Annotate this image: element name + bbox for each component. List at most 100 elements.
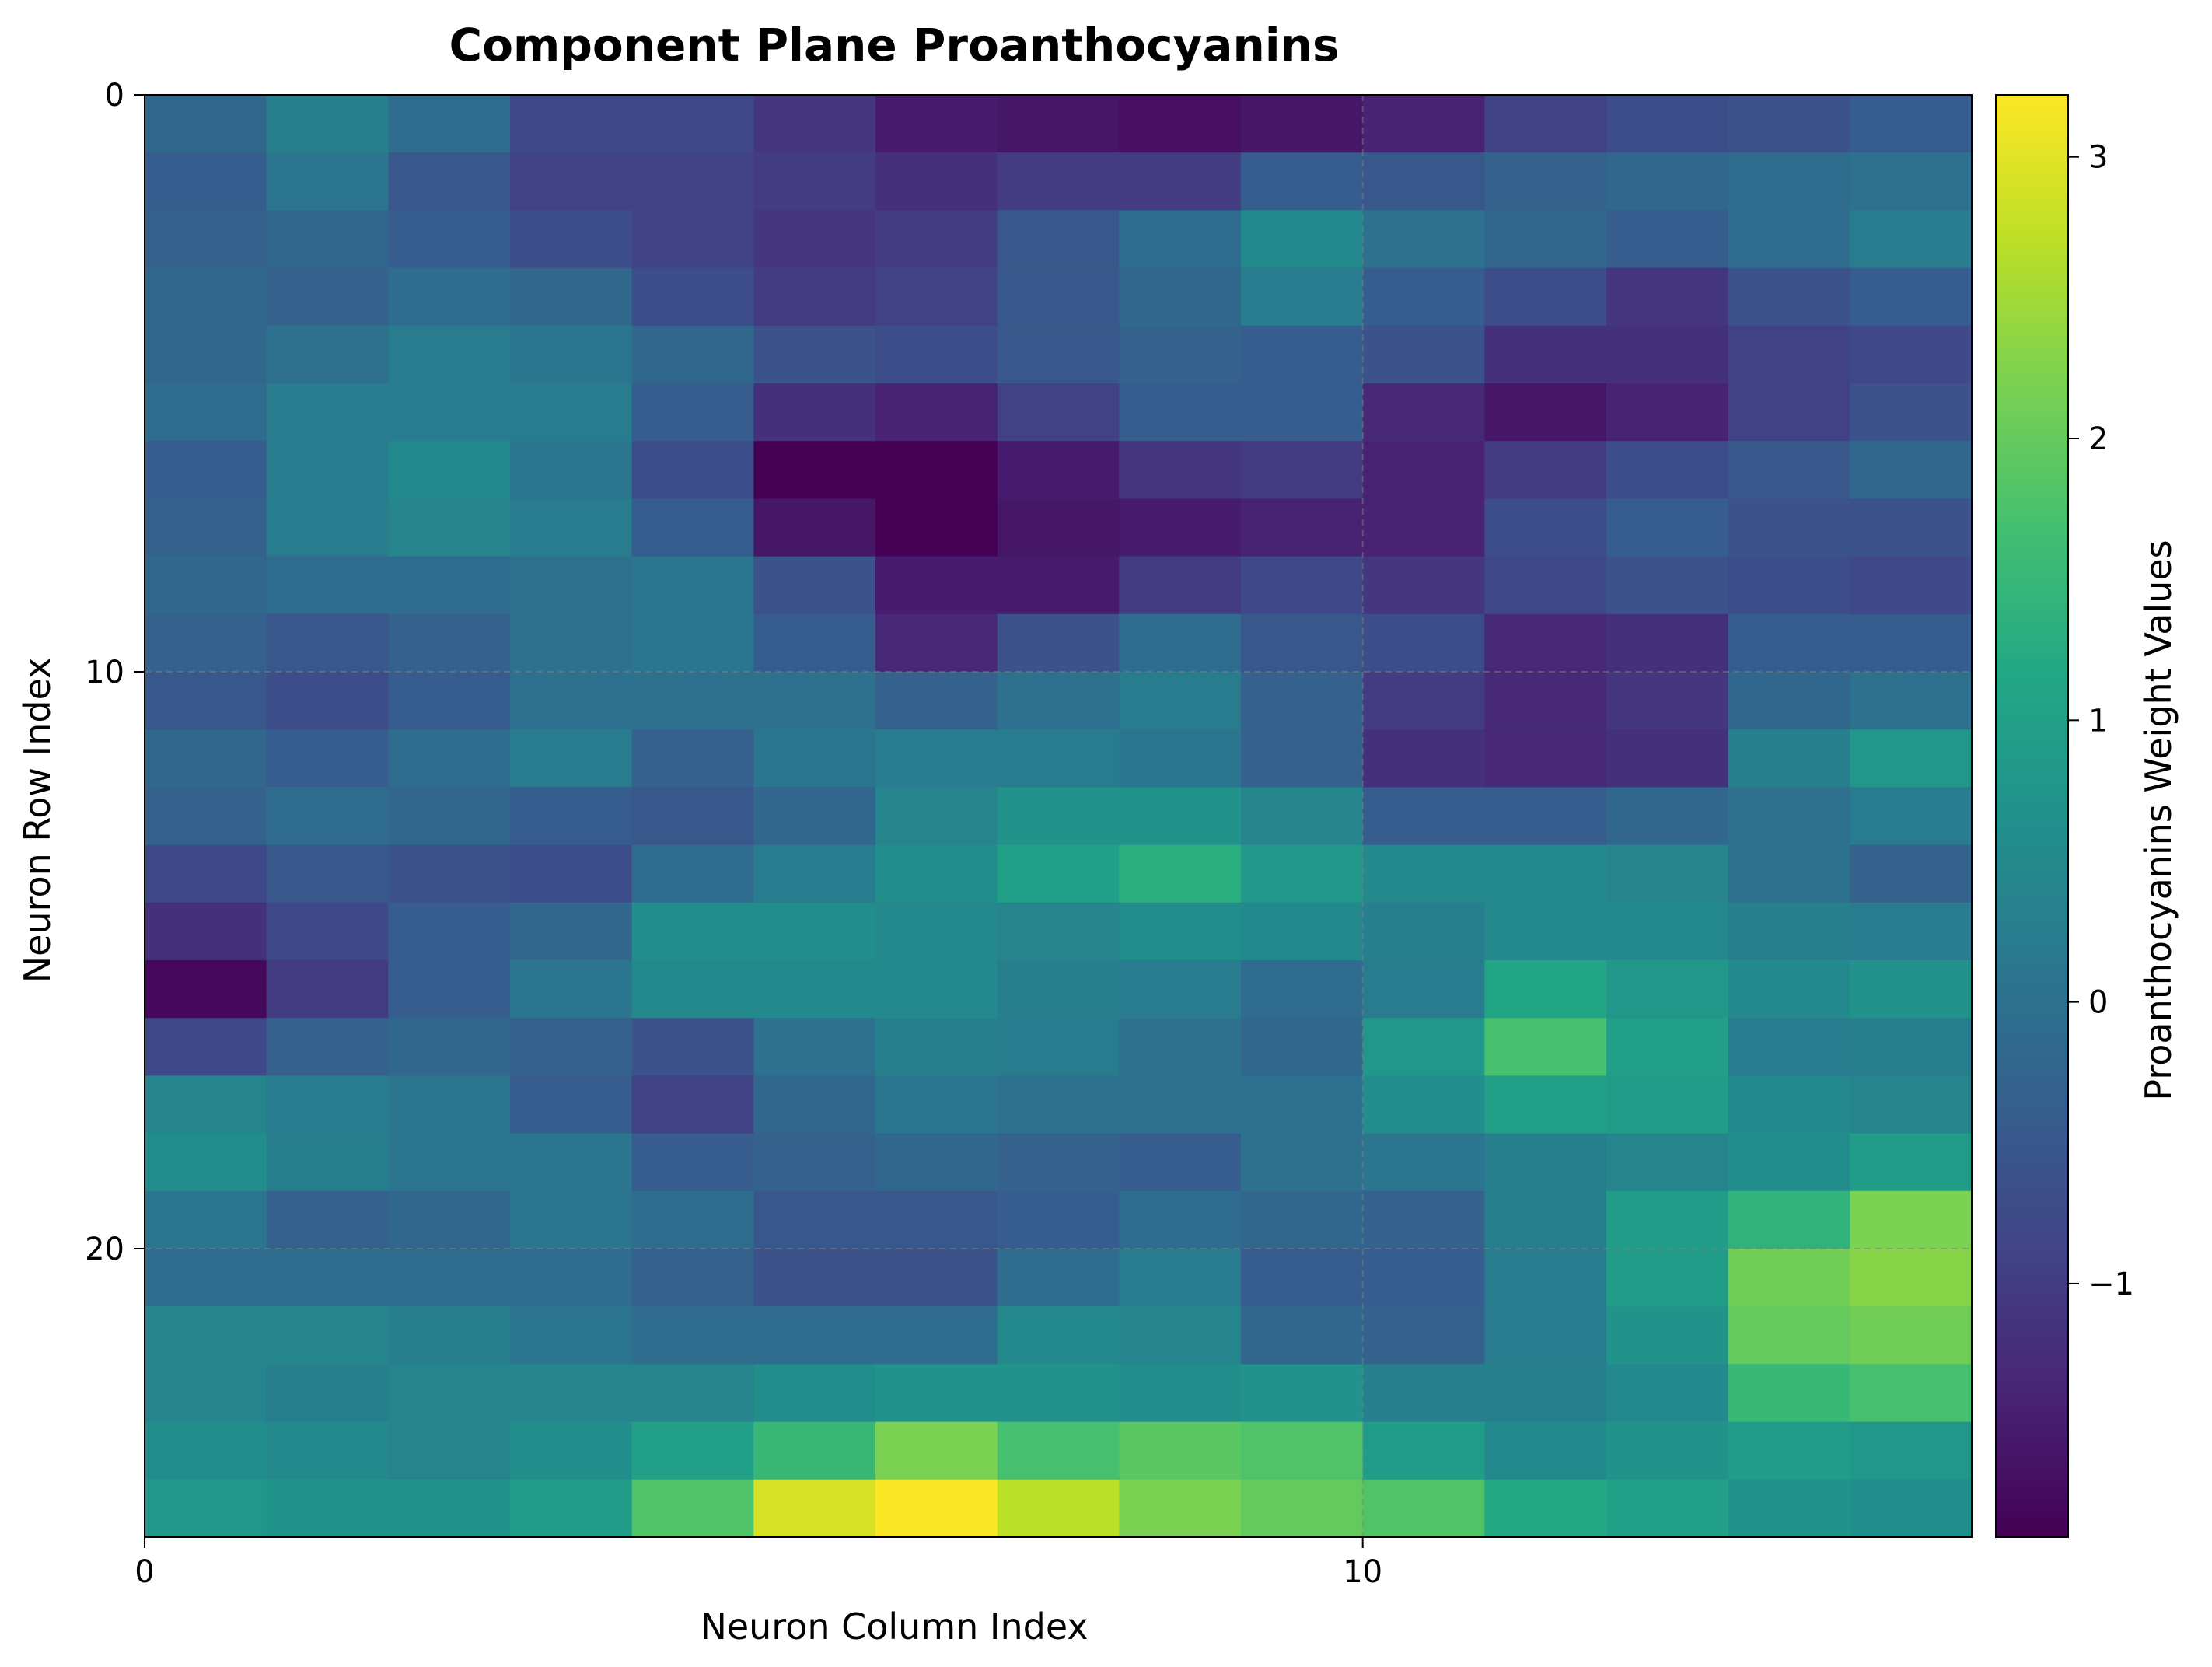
heatmap-cell — [1850, 383, 1973, 442]
heatmap-cell — [145, 267, 267, 327]
heatmap-cell — [997, 441, 1120, 499]
heatmap-cell — [1241, 95, 1364, 153]
heatmap-cell — [1850, 1190, 1973, 1249]
heatmap-cell — [875, 613, 998, 673]
heatmap-cell — [1728, 1190, 1850, 1249]
heatmap-cell — [266, 672, 389, 730]
heatmap-cell — [1119, 729, 1242, 788]
heatmap-cell — [753, 95, 876, 153]
heatmap-cell — [266, 1133, 389, 1192]
heatmap-cell — [1606, 1249, 1729, 1307]
heatmap-cell — [388, 1190, 511, 1249]
heatmap-cell — [266, 960, 389, 1019]
heatmap-cell — [1362, 267, 1485, 327]
heatmap-cell — [1362, 210, 1485, 269]
heatmap-cell — [1119, 1479, 1242, 1538]
heatmap-cell — [1850, 844, 1973, 903]
heatmap-cell — [1119, 672, 1242, 730]
heatmap-cell — [997, 1306, 1120, 1365]
heatmap-cell — [875, 267, 998, 327]
heatmap-cell — [753, 1306, 876, 1365]
heatmap-cell — [631, 960, 754, 1019]
heatmap-cell — [753, 1075, 876, 1134]
heatmap-cell — [1362, 844, 1485, 903]
y-tick-label: 20 — [85, 1232, 124, 1267]
heatmap-cell — [875, 1190, 998, 1249]
heatmap-cell — [510, 441, 633, 499]
heatmap-cell — [875, 729, 998, 788]
heatmap-cell — [1728, 1018, 1850, 1076]
heatmap-cell — [510, 152, 633, 211]
heatmap-cell — [1484, 672, 1607, 730]
heatmap-cell — [1119, 1306, 1242, 1365]
heatmap-cell — [1362, 1364, 1485, 1423]
heatmap-cell — [1850, 729, 1973, 788]
heatmap-cell — [1606, 1306, 1729, 1365]
heatmap-cell — [1850, 1306, 1973, 1365]
heatmap-cell — [997, 1479, 1120, 1538]
heatmap-cell — [1241, 556, 1364, 615]
heatmap-cell — [875, 1421, 998, 1480]
heatmap-cell — [1119, 383, 1242, 442]
heatmap-cell — [388, 1306, 511, 1365]
heatmap-cell — [997, 1190, 1120, 1249]
heatmap-cell — [1484, 325, 1607, 384]
heatmap-cell — [753, 325, 876, 384]
heatmap-cell — [997, 1249, 1120, 1307]
heatmap-cell — [753, 498, 876, 557]
heatmap-cell — [1119, 498, 1242, 557]
heatmap-cell — [1241, 960, 1364, 1019]
heatmap-cell — [266, 95, 389, 153]
heatmap-cell — [1119, 902, 1242, 961]
heatmap-cell — [1606, 1190, 1729, 1249]
heatmap-cell — [631, 1364, 754, 1423]
heatmap-cell — [875, 325, 998, 384]
heatmap-cell — [266, 1479, 389, 1538]
heatmap-cell — [1728, 1249, 1850, 1307]
heatmap-cell — [1728, 95, 1850, 153]
heatmap-cell — [1119, 152, 1242, 211]
heatmap-cell — [631, 556, 754, 615]
heatmap-cell — [266, 1018, 389, 1076]
heatmap-cell — [875, 787, 998, 846]
heatmap-cell — [997, 1421, 1120, 1480]
y-axis-ticks: 0 10 20 — [85, 78, 145, 1267]
heatmap-cell — [875, 152, 998, 211]
heatmap-cell — [1728, 672, 1850, 730]
heatmap-cell — [510, 729, 633, 788]
heatmap-cell — [1241, 1075, 1364, 1134]
heatmap-cell — [997, 325, 1120, 384]
heatmap-cell — [631, 672, 754, 730]
heatmap-cell — [1241, 152, 1364, 211]
heatmap-cell — [1241, 383, 1364, 442]
heatmap-cell — [1119, 1018, 1242, 1076]
heatmap-cell — [388, 1075, 511, 1134]
heatmap-cell — [1728, 1306, 1850, 1365]
heatmap-cell — [145, 729, 267, 788]
heatmap-cell — [1728, 787, 1850, 846]
heatmap-cell — [1119, 1421, 1242, 1480]
heatmap-cell — [631, 613, 754, 673]
heatmap-cell — [753, 1479, 876, 1538]
heatmap-cell — [753, 902, 876, 961]
heatmap-cell — [1362, 729, 1485, 788]
heatmap-cell — [510, 960, 633, 1019]
colorbar-ticks: −1 0 1 2 3 — [2068, 140, 2134, 1302]
heatmap-cells — [145, 95, 1973, 1538]
heatmap-cell — [510, 1133, 633, 1192]
heatmap-cell — [1850, 325, 1973, 384]
heatmap-cell — [631, 1479, 754, 1538]
heatmap-cell — [1241, 787, 1364, 846]
heatmap-cell — [1606, 267, 1729, 327]
heatmap-cell — [388, 960, 511, 1019]
heatmap-cell — [875, 498, 998, 557]
heatmap-cell — [753, 1249, 876, 1307]
heatmap-cell — [753, 960, 876, 1019]
heatmap-cell — [1241, 729, 1364, 788]
heatmap-cell — [145, 902, 267, 961]
heatmap-cell — [875, 960, 998, 1019]
heatmap-cell — [510, 383, 633, 442]
heatmap-cell — [1484, 844, 1607, 903]
x-tick-label: 10 — [1343, 1554, 1382, 1590]
heatmap-cell — [631, 787, 754, 846]
